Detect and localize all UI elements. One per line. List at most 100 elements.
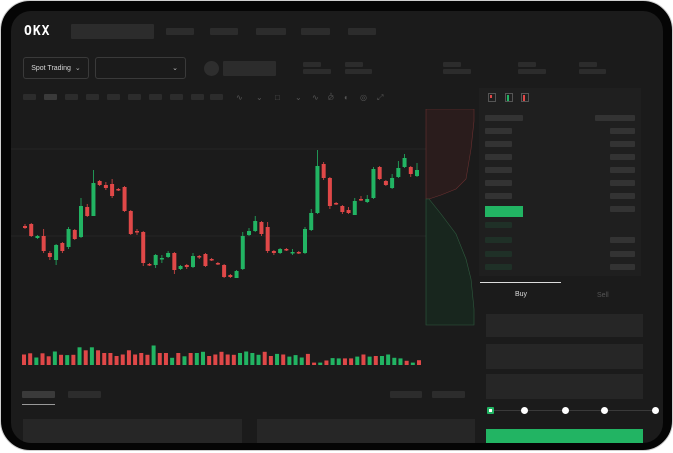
timeframe-button[interactable] xyxy=(86,94,99,100)
candle xyxy=(79,206,83,237)
volume-bar xyxy=(182,356,187,365)
candle xyxy=(352,201,357,215)
volume-bar xyxy=(299,357,304,365)
timeframe-button[interactable] xyxy=(128,94,141,100)
candle xyxy=(303,229,307,253)
candle xyxy=(153,255,158,265)
candlestick-chart[interactable] xyxy=(11,109,481,379)
volume-bar xyxy=(120,354,125,365)
timeframe-button[interactable] xyxy=(44,94,57,100)
volume-bar xyxy=(200,351,205,365)
volume-bar xyxy=(108,353,113,365)
tab-open-orders[interactable] xyxy=(22,391,55,398)
filter-button[interactable] xyxy=(390,391,422,398)
candle-type-icon[interactable]: □ xyxy=(275,93,280,102)
tab-sell[interactable]: Sell xyxy=(597,292,609,299)
draw-icon[interactable]: ∿ xyxy=(312,93,319,102)
search-bar[interactable] xyxy=(71,24,154,39)
timeframe-button[interactable] xyxy=(170,94,183,100)
fullscreen-icon[interactable]: ⤢ xyxy=(377,93,384,102)
timeframe-button[interactable] xyxy=(65,94,78,100)
volume-bar xyxy=(102,353,107,365)
timeframe-button[interactable] xyxy=(191,94,204,100)
spot-trading-dropdown[interactable]: Spot Trading ⌄ xyxy=(23,57,89,79)
ask-amount xyxy=(610,154,635,160)
settings-icon[interactable]: ◎ xyxy=(360,93,367,102)
candle xyxy=(166,253,171,257)
slider-step-25[interactable] xyxy=(521,407,528,414)
volume-bar xyxy=(225,354,230,365)
order-book-bids-icon[interactable] xyxy=(505,93,513,102)
total-input[interactable] xyxy=(486,374,643,399)
slider-step-50[interactable] xyxy=(562,407,569,414)
bid-amount xyxy=(610,251,635,257)
bid-amount xyxy=(610,237,635,243)
ruler-icon[interactable]: ⦲ xyxy=(328,93,334,102)
volume-bar xyxy=(77,347,82,365)
chevron-down-icon[interactable]: ⌄ xyxy=(295,93,302,102)
buy-button[interactable] xyxy=(486,429,643,443)
volume-bar xyxy=(404,360,409,365)
candle xyxy=(141,232,146,263)
nav-item[interactable] xyxy=(210,28,238,35)
candle xyxy=(184,265,189,267)
screen: OKX Spot Trading ⌄ ⌄ ∿ ⌄ □ ⌄ ∿ ⦲ ◐ ◎ ⤢ xyxy=(11,11,663,443)
candle xyxy=(23,226,27,228)
candle xyxy=(402,158,407,167)
percent-slider-track[interactable] xyxy=(491,410,659,411)
candle xyxy=(240,236,245,269)
pair-price xyxy=(223,61,276,76)
volume-bar xyxy=(336,358,341,365)
percent-slider-handle[interactable] xyxy=(487,407,494,414)
filter-button[interactable] xyxy=(432,391,465,398)
candle xyxy=(128,211,133,234)
slider-step-100[interactable] xyxy=(652,407,659,414)
indicator-icon[interactable]: ∿ xyxy=(236,93,243,102)
volume-bar xyxy=(361,354,366,365)
volume-bar xyxy=(330,358,335,365)
candle xyxy=(371,169,376,198)
candle xyxy=(172,253,177,270)
stat-value xyxy=(303,69,331,74)
chevron-down-icon[interactable]: ⌄ xyxy=(256,93,263,102)
candle xyxy=(271,251,276,253)
nav-item[interactable] xyxy=(301,28,330,35)
candle xyxy=(197,256,202,258)
candle xyxy=(415,170,419,176)
candle xyxy=(334,203,339,205)
timeframe-button[interactable] xyxy=(107,94,120,100)
ask-price xyxy=(485,180,512,186)
candle xyxy=(47,253,52,257)
volume-bar xyxy=(312,362,317,365)
bid-price xyxy=(485,264,512,270)
candle xyxy=(377,167,382,179)
tab-buy[interactable]: Buy xyxy=(515,291,528,298)
nav-item[interactable] xyxy=(166,28,194,35)
candle xyxy=(135,231,139,233)
order-book-both-icon[interactable] xyxy=(488,93,496,102)
camera-icon[interactable]: ◐ xyxy=(344,93,349,102)
nav-item[interactable] xyxy=(348,28,376,35)
nav-item[interactable] xyxy=(256,28,286,35)
timeframe-button[interactable] xyxy=(149,94,162,100)
candle xyxy=(234,271,239,278)
candle xyxy=(247,231,251,235)
candle xyxy=(97,181,102,185)
volume-bar xyxy=(398,358,403,365)
slider-step-75[interactable] xyxy=(601,407,608,414)
volume-bar xyxy=(22,354,26,365)
timeframe-button[interactable] xyxy=(23,94,36,100)
volume-bar xyxy=(410,362,415,365)
volume-bar xyxy=(126,350,131,365)
amount-input[interactable] xyxy=(486,344,643,369)
candle xyxy=(321,164,326,178)
volume-bar xyxy=(59,354,64,365)
tab-order-history[interactable] xyxy=(68,391,101,398)
price-input[interactable] xyxy=(486,314,643,337)
timeframe-button[interactable] xyxy=(210,94,223,100)
pair-dropdown[interactable]: ⌄ xyxy=(95,57,186,79)
ask-price xyxy=(485,167,512,173)
order-book-asks-icon[interactable] xyxy=(521,93,529,102)
depth-asks-area xyxy=(425,109,475,200)
